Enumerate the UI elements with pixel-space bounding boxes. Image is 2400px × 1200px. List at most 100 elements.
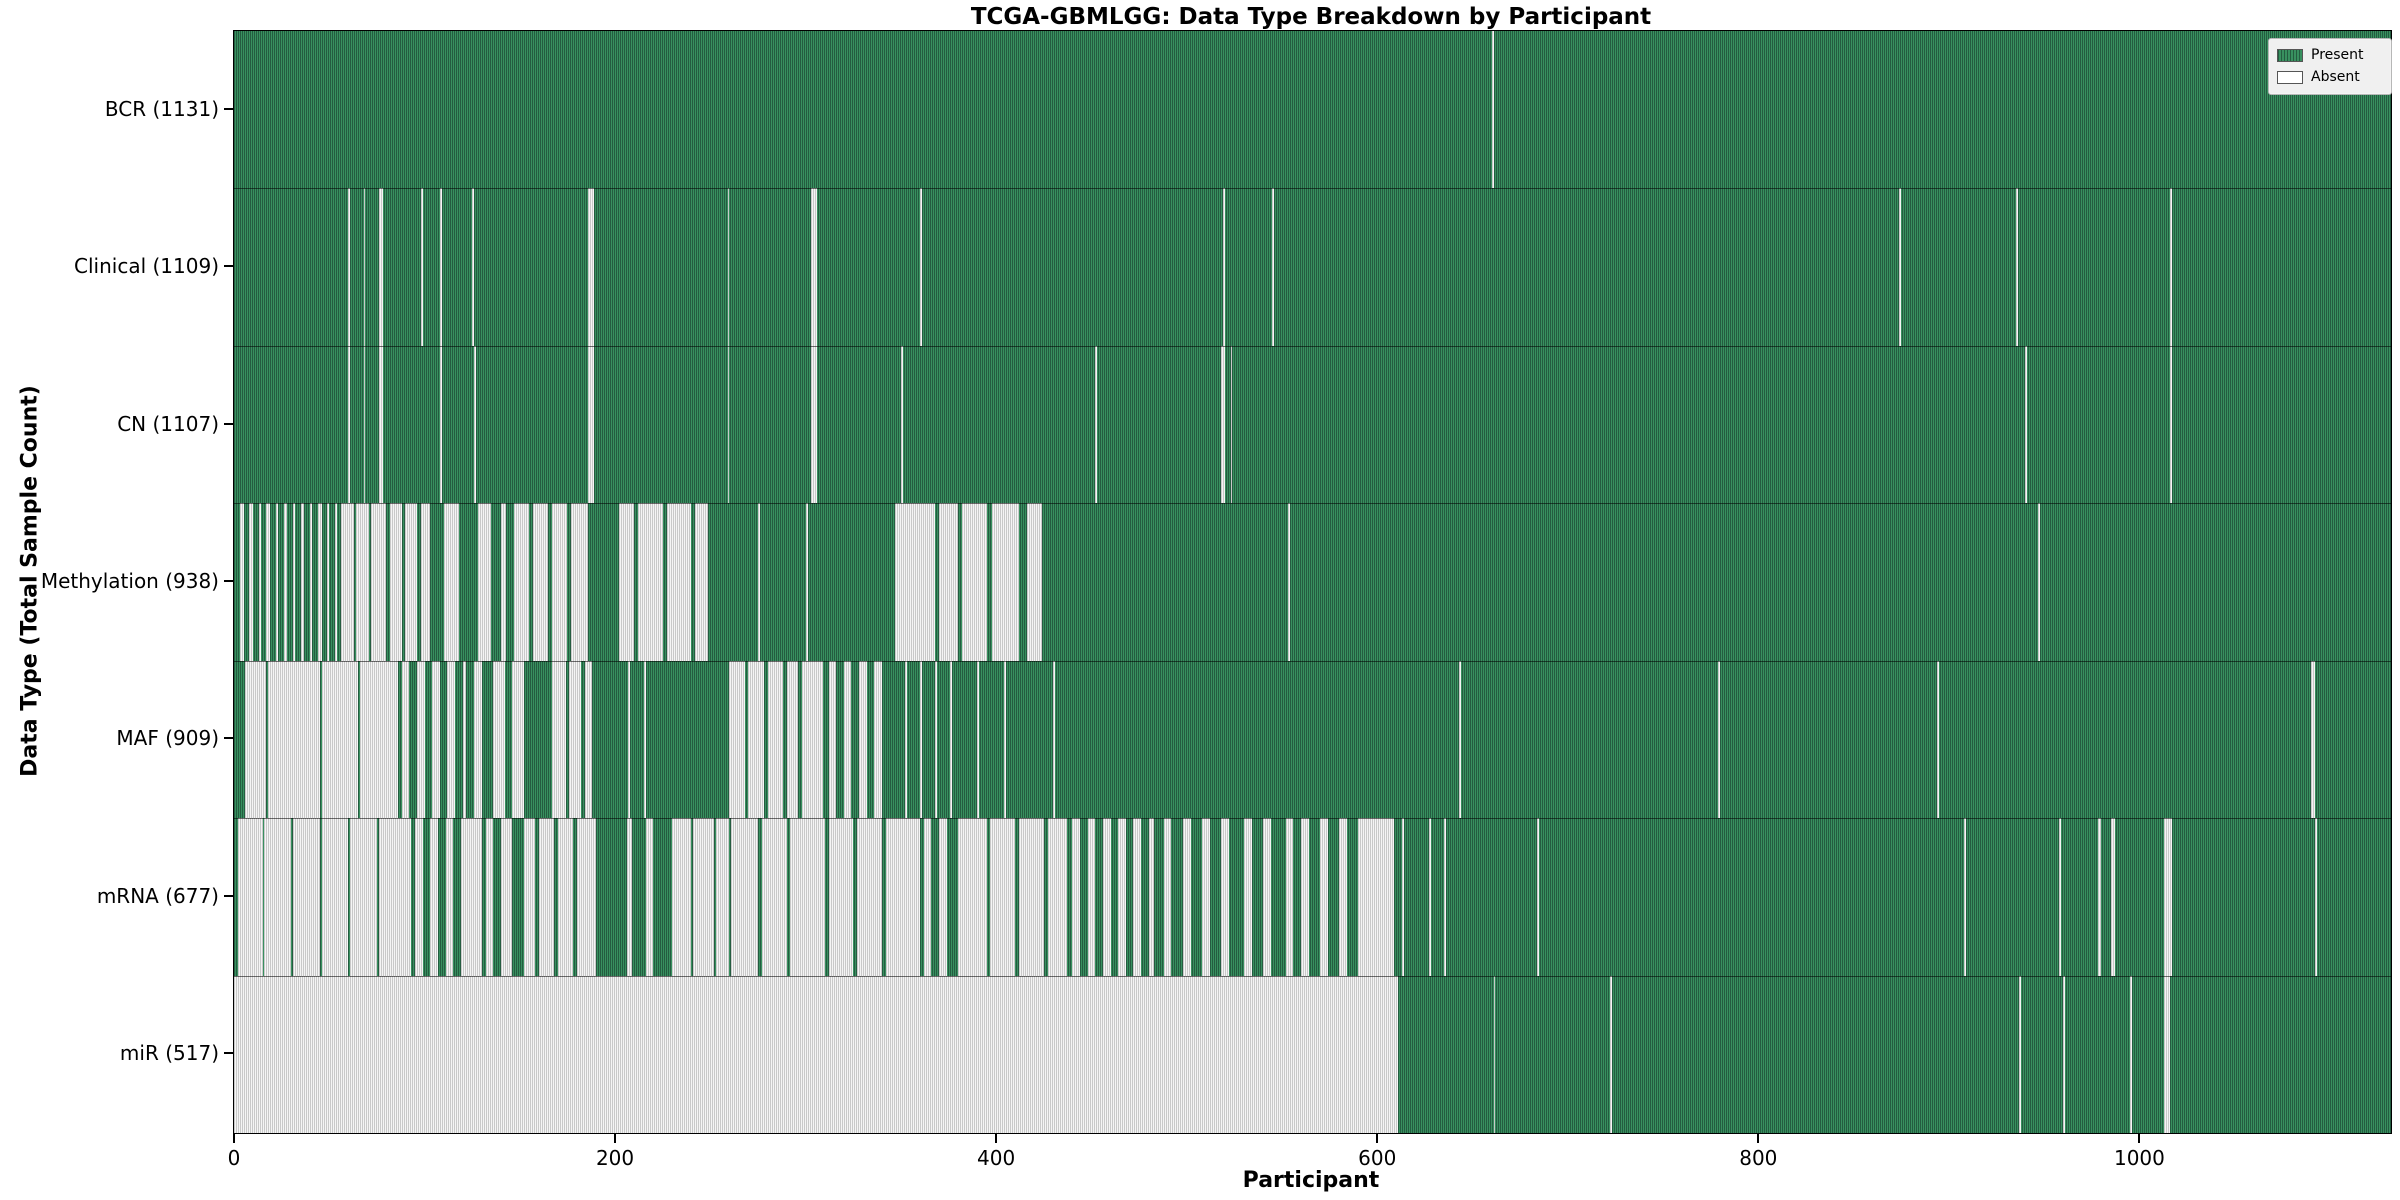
absent-segment [234,975,1399,1133]
absent-segment [405,503,417,661]
absent-segment [472,188,475,346]
absent-segment [355,503,370,661]
absent-segment [828,660,837,819]
absent-segment [2063,975,2066,1133]
absent-segment [731,818,758,976]
absent-segment [293,503,295,661]
x-tick-mark [232,1134,235,1143]
absent-segment [904,660,907,819]
absent-segment [378,818,412,976]
absent-segment [310,503,313,661]
absent-segment [576,818,597,976]
absent-segment [1443,818,1446,976]
absent-segment [474,345,476,504]
absent-segment [761,818,787,976]
absent-segment [512,660,524,819]
absent-segment [430,818,438,976]
y-axis-title: Data Type (Total Sample Count) [17,385,43,777]
absent-segment [500,503,507,661]
absent-segment [1301,818,1309,976]
absent-segment [249,503,254,661]
y-tick-mark [224,422,233,425]
absent-segment [514,503,530,661]
y-tick-label: miR (517) [119,1041,219,1066]
absent-segment [500,818,513,976]
absent-segment [485,818,494,976]
absent-segment [571,503,589,661]
absent-segment [474,660,482,819]
absent-segment [1201,818,1210,976]
absent-segment [693,818,715,976]
absent-segment [588,345,595,504]
absent-segment [1339,818,1347,976]
absent-segment [843,660,852,819]
absent-segment [786,660,798,819]
absent-segment [569,660,581,819]
absent-segment [1491,31,1494,189]
absent-segment [1428,818,1431,976]
absent-segment [348,345,351,504]
absent-segment [939,818,947,976]
absent-segment [811,345,818,504]
absent-segment [958,818,987,976]
absent-segment [1718,660,1721,819]
chart-title: TCGA-GBMLGG: Data Type Breakdown by Part… [970,4,1652,30]
absent-segment [727,188,730,346]
absent-segment [1899,188,1902,346]
absent-segment [1182,818,1191,976]
absent-segment [885,818,920,976]
absent-segment [348,188,351,346]
absent-segment [618,503,635,661]
absent-segment [727,345,730,504]
legend-present-label: Present [2311,47,2364,63]
absent-segment [874,660,882,819]
x-tick-mark [1376,1134,1379,1143]
absent-segment [584,660,593,819]
absent-segment [378,345,383,504]
y-tick-mark [224,107,233,110]
absent-segment [637,503,663,661]
absent-segment [1358,818,1395,976]
absent-segment [729,660,745,819]
legend: Present Absent [2268,38,2392,95]
absent-segment [643,660,646,819]
absent-segment [420,188,423,346]
absent-segment [666,503,692,661]
absent-segment [1262,818,1271,976]
absent-segment [378,188,383,346]
absent-segment [552,660,566,819]
absent-segment [811,188,818,346]
absent-segment [1053,660,1056,819]
absent-segment [1133,818,1141,976]
absent-segment [828,818,854,976]
absent-segment [1222,188,1225,346]
y-tick-label: Methylation (938) [40,569,219,593]
absent-segment [672,818,692,976]
absent-segment [359,660,398,819]
row-clinical [234,188,2391,346]
absent-segment [1230,345,1233,504]
absent-segment [748,660,764,819]
absent-segment [2015,188,2018,346]
y-tick-mark [224,265,233,268]
absent-segment [588,188,595,346]
absent-segment [1221,345,1225,504]
absent-segment [2164,818,2172,976]
row-separator [234,818,2391,820]
absent-segment [1459,660,1462,819]
absent-segment [790,818,825,976]
y-tick-label: Clinical (1109) [74,254,219,279]
row-mir [234,975,2391,1133]
absent-segment [695,503,709,661]
absent-segment [275,503,278,661]
absent-segment [439,345,442,504]
absent-segment [460,818,482,976]
absent-segment [2169,345,2172,504]
absent-segment [1537,818,1540,976]
absent-segment [493,660,505,819]
absent-segment [935,660,938,819]
absent-segment [283,503,288,661]
absent-segment [919,188,922,346]
absent-segment [1095,345,1098,504]
absent-segment [1163,818,1172,976]
